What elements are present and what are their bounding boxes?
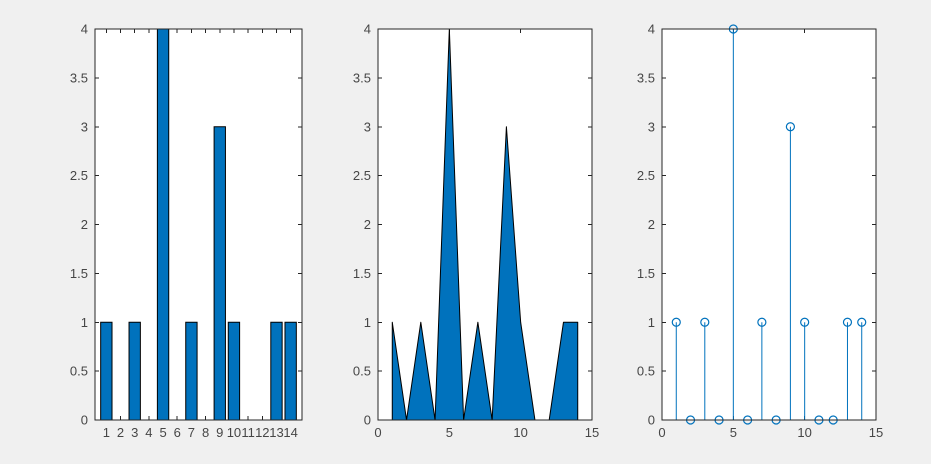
- y-tick-label: 4: [364, 22, 371, 37]
- y-tick-label: 0: [81, 413, 88, 428]
- y-tick-label: 0: [648, 413, 655, 428]
- bar: [284, 321, 297, 421]
- x-tick-label: 10: [227, 425, 241, 440]
- x-tick-label: 0: [374, 425, 381, 440]
- x-tick-label: 5: [159, 425, 166, 440]
- stem-marker: [700, 317, 710, 327]
- axes-box: [661, 28, 877, 421]
- bar: [100, 321, 113, 421]
- bar: [128, 321, 141, 421]
- stem-marker: [842, 317, 853, 327]
- x-tick-label: 13: [269, 425, 283, 440]
- bar: [213, 126, 226, 421]
- y-tick-label: 3: [648, 119, 655, 134]
- x-tick-label: 11: [241, 425, 255, 440]
- y-tick-label: 0: [364, 413, 371, 428]
- x-tick-label: 12: [255, 425, 269, 440]
- x-tick-label: 5: [446, 425, 453, 440]
- x-tick-label: 5: [730, 425, 737, 440]
- y-tick-label: 1.5: [70, 266, 88, 281]
- axes-box: [94, 28, 303, 421]
- y-tick-label: 2: [81, 217, 88, 232]
- subplot-area-chart: 0 5 10 15 0 0.5 1 1.5 2 2.5 3 3.5 4: [353, 22, 599, 441]
- y-tick-label: 1: [364, 315, 371, 330]
- y-tick-label: 1: [648, 315, 655, 330]
- x-tick-label: 9: [216, 425, 223, 440]
- x-tick-label: 14: [283, 425, 297, 440]
- x-tick-label: 10: [797, 425, 811, 440]
- x-tick-label: 15: [869, 425, 883, 440]
- x-tick-label: 0: [658, 425, 665, 440]
- bar: [156, 28, 170, 421]
- axes-background: [378, 29, 592, 420]
- bar: [270, 321, 283, 421]
- y-tick-label: 1: [81, 315, 88, 330]
- stem-marker: [757, 317, 767, 327]
- x-tick-label: 6: [174, 425, 181, 440]
- x-tick-label: 15: [585, 425, 599, 440]
- x-tick-label: 4: [145, 425, 152, 440]
- x-tick-label: 10: [513, 425, 527, 440]
- subplot-stem-chart: 0 5 10 15 0 0.5 1 1.5 2 2.5 3 3.5 4: [637, 22, 883, 441]
- y-tick-label: 2: [364, 217, 371, 232]
- y-tick-label: 1.5: [353, 266, 371, 281]
- y-tick-label: 0.5: [70, 364, 88, 379]
- x-tick-label: 7: [188, 425, 195, 440]
- x-tick-label: 1: [103, 425, 110, 440]
- stem-marker: [857, 317, 867, 327]
- axes-background: [662, 29, 876, 420]
- y-tick-label: 1.5: [637, 266, 655, 281]
- y-tick-label: 3.5: [70, 70, 88, 85]
- y-tick-label: 2: [648, 217, 655, 232]
- stem-marker: [671, 317, 681, 327]
- y-tick-label: 2.5: [353, 168, 371, 183]
- y-tick-label: 0.5: [353, 364, 371, 379]
- y-tick-label: 2.5: [637, 168, 655, 183]
- y-tick-label: 0.5: [637, 364, 655, 379]
- stem-marker: [785, 122, 796, 132]
- y-tick-label: 3.5: [353, 70, 371, 85]
- y-tick-label: 3: [364, 119, 371, 134]
- bar: [185, 321, 198, 421]
- y-tick-label: 3.5: [637, 70, 655, 85]
- stem-marker: [800, 317, 810, 327]
- axes-box: [377, 28, 593, 421]
- x-tick-label: 2: [117, 425, 124, 440]
- y-tick-label: 2.5: [70, 168, 88, 183]
- bar: [227, 321, 241, 421]
- x-tick-label: 8: [202, 425, 209, 440]
- y-tick-label: 3: [81, 119, 88, 134]
- x-tick-label: 3: [131, 425, 138, 440]
- y-tick-label: 4: [81, 22, 88, 37]
- y-tick-label: 4: [648, 22, 655, 37]
